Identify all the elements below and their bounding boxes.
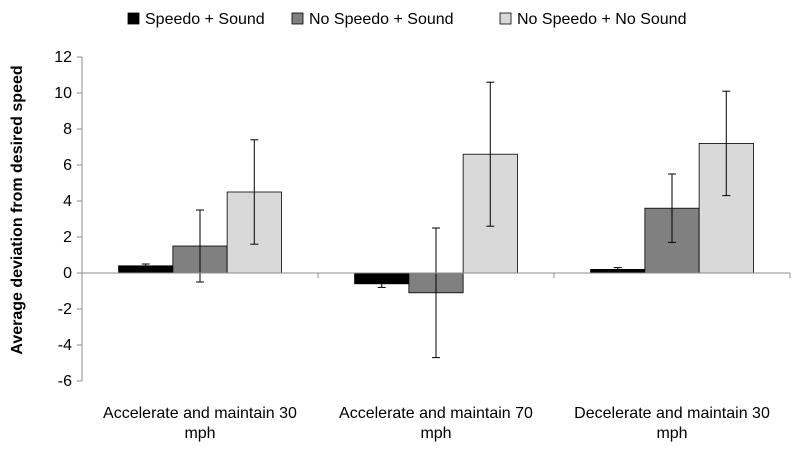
legend-swatch	[127, 12, 140, 25]
y-tick-label: -6	[58, 373, 72, 390]
y-tick-label: 4	[63, 193, 72, 210]
y-tick-label: 0	[63, 265, 72, 282]
legend-swatch	[291, 12, 304, 25]
legend-label: Speedo + Sound	[145, 11, 265, 28]
y-tick-label: 6	[63, 157, 72, 174]
error-bars	[141, 81, 731, 359]
y-tick-label: 12	[54, 49, 72, 66]
x-axis: Accelerate and maintain 30 mph Accelerate …	[81, 272, 791, 442]
x-category-label: Decelerate and maintain 30 mph	[574, 405, 770, 442]
legend-label: No Speedo + Sound	[309, 11, 454, 28]
legend-label: No Speedo + No Sound	[517, 11, 686, 28]
y-tick-label: 10	[54, 85, 72, 102]
y-tick-label: -2	[58, 301, 72, 318]
y-axis: -6 -4 -2 0 2 4 6 8 10 12	[54, 49, 83, 390]
y-tick-label: -4	[58, 337, 72, 354]
x-category-label: Accelerate and maintain 70 mph	[339, 405, 533, 442]
y-tick-label: 2	[63, 229, 72, 246]
legend: Speedo + Sound No Speedo + Sound No Speedo…	[127, 11, 686, 28]
legend-swatch	[499, 12, 512, 25]
y-tick-label: 8	[63, 121, 72, 138]
y-axis-label: Average deviation from desired speed	[9, 65, 26, 354]
x-category-label: Accelerate and maintain 30 mph	[103, 405, 297, 442]
